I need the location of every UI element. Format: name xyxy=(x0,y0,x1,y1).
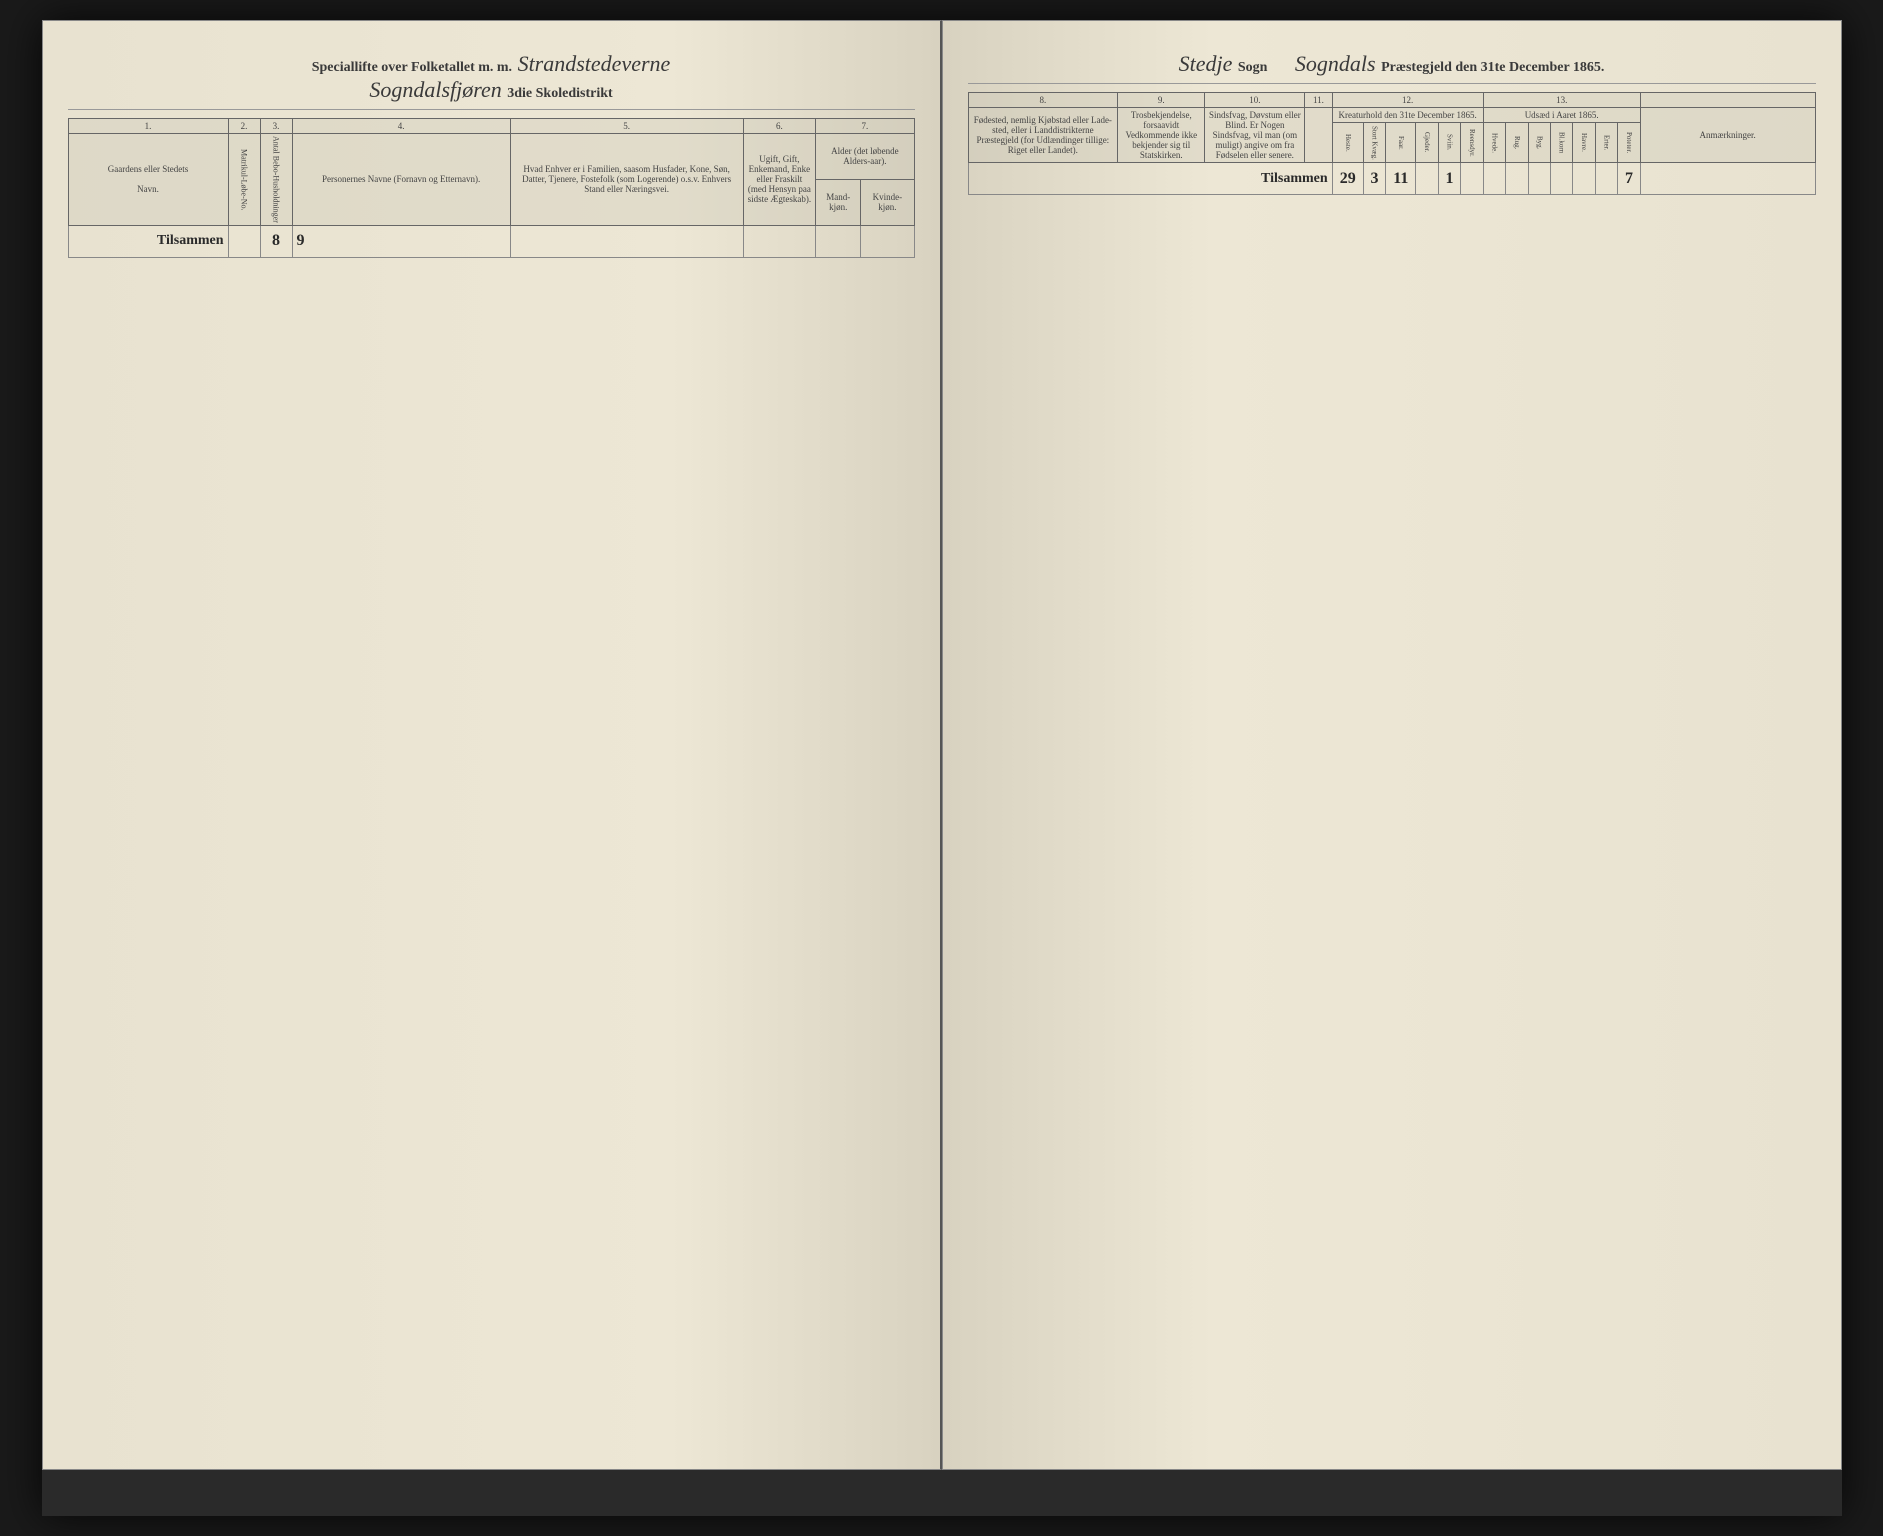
col-3: 3. xyxy=(260,119,292,134)
k-sviin: Sviin. xyxy=(1438,123,1460,163)
hdr-familie: Hvad Enhver er i Familien, saasom Husfad… xyxy=(510,134,743,226)
left-header-printed: Speciallifte over Folketallet m. m. xyxy=(312,60,512,75)
left-header-cursive2: Sogndalsfjøren xyxy=(369,77,501,102)
hdr-mand: Mand-kjøn. xyxy=(816,179,861,225)
k-gjeder: Gjeder. xyxy=(1416,123,1438,163)
hdr-personer: Personernes Navne (Fornavn og Etternavn)… xyxy=(292,134,510,226)
col-10: 10. xyxy=(1205,93,1305,108)
hdr-matr: Matrikul-Løbe-No. xyxy=(228,134,260,226)
hdr-gaard-t: Gaardens eller Stedets xyxy=(108,164,188,174)
hdr-tros: Trosbekjendelse, forsaavidt Vedkommende … xyxy=(1118,108,1205,163)
hdr-hus: Antal Bebo-Husholdninger xyxy=(260,134,292,226)
k-faar: Faar. xyxy=(1386,123,1416,163)
left-footer: Tilsammen 8 9 xyxy=(68,225,914,257)
left-header-cursive1: Strandstedeverne xyxy=(518,51,671,76)
left-table: 1. 2. 3. 4. 5. 6. 7. Gaardens eller Sted… xyxy=(68,118,915,258)
right-sogn: Stedje xyxy=(1179,51,1233,76)
right-gjeld-label: Præstegjeld den 31te December 1865. xyxy=(1381,60,1604,75)
col-8: 8. xyxy=(968,93,1118,108)
left-district: 3die Skoledistrikt xyxy=(507,86,612,101)
col-9: 9. xyxy=(1118,93,1205,108)
hdr-gaard: Gaardens eller Stedets Navn. xyxy=(68,134,228,226)
hdr-alder: Alder (det løbende Alders-aar). xyxy=(816,134,914,180)
right-table: 8. 9. 10. 11. 12. 13. Fødested, nemlig K… xyxy=(968,92,1816,195)
left-thead: 1. 2. 3. 4. 5. 6. 7. Gaardens eller Sted… xyxy=(68,119,914,226)
tot-k12c: 11 xyxy=(1386,163,1416,195)
u-pot: Poteter. xyxy=(1618,123,1640,163)
col-2: 2. xyxy=(228,119,260,134)
col-anm xyxy=(1640,93,1815,108)
total-pers: 9 xyxy=(292,225,510,257)
col-4: 4. xyxy=(292,119,510,134)
right-gjeld: Sogndals xyxy=(1295,51,1376,76)
u-byg: Byg. xyxy=(1528,123,1550,163)
k-heste: Heste. xyxy=(1332,123,1363,163)
tot-k12b: 3 xyxy=(1363,163,1385,195)
right-page: Stedje Sogn Sogndals Præstegjeld den 31t… xyxy=(942,20,1842,1470)
hdr-udsaed: Udsæd i Aaret 1865. xyxy=(1483,108,1640,123)
tilsammen-right: Tilsammen xyxy=(968,163,1332,195)
hdr-anm: Anmærkninger. xyxy=(1640,108,1815,163)
left-header: Speciallifte over Folketallet m. m. Stra… xyxy=(68,51,915,110)
u-erter: Erter. xyxy=(1595,123,1617,163)
col-6: 6. xyxy=(743,119,816,134)
hdr-kreatur: Kreaturhold den 31te December 1865. xyxy=(1332,108,1483,123)
col-11: 11. xyxy=(1305,93,1332,108)
k-kvag: Stort Kvæg. xyxy=(1363,123,1385,163)
col-5: 5. xyxy=(510,119,743,134)
k-reen: Reensdyr. xyxy=(1461,123,1483,163)
tot-k12a: 29 xyxy=(1332,163,1363,195)
hdr-navn: Navn. xyxy=(137,184,159,194)
u-hvede: Hvede. xyxy=(1483,123,1505,163)
hdr-ugift: Ugift, Gift, Enkemand, Enke eller Fraski… xyxy=(743,134,816,226)
tot-k12e: 1 xyxy=(1438,163,1460,195)
col-12: 12. xyxy=(1332,93,1483,108)
hdr-fodested: Fødested, nemlig Kjøbstad eller Lade-ste… xyxy=(968,108,1118,163)
hdr-11 xyxy=(1305,108,1332,163)
u-rug: Rug. xyxy=(1506,123,1528,163)
col-7: 7. xyxy=(816,119,914,134)
hdr-sind: Sindsfvag, Døvstum eller Blind. Er Nogen… xyxy=(1205,108,1305,163)
left-page: Speciallifte over Folketallet m. m. Stra… xyxy=(42,20,942,1470)
right-sogn-label: Sogn xyxy=(1238,60,1268,75)
col-13: 13. xyxy=(1483,93,1640,108)
col-1: 1. xyxy=(68,119,228,134)
u-bl: Bl.korn xyxy=(1550,123,1572,163)
hdr-kvinde: Kvinde-kjøn. xyxy=(861,179,914,225)
tot-k12d xyxy=(1416,163,1438,195)
right-header: Stedje Sogn Sogndals Præstegjeld den 31t… xyxy=(968,51,1816,84)
tilsammen-left: Tilsammen xyxy=(68,225,228,257)
total-hus: 8 xyxy=(260,225,292,257)
u-havre: Havre. xyxy=(1573,123,1595,163)
ledger-book: Speciallifte over Folketallet m. m. Stra… xyxy=(42,20,1842,1516)
right-thead: 8. 9. 10. 11. 12. 13. Fødested, nemlig K… xyxy=(968,93,1815,163)
tot-k13g: 7 xyxy=(1618,163,1640,195)
right-footer: Tilsammen 29 3 11 1 7 xyxy=(968,163,1815,195)
